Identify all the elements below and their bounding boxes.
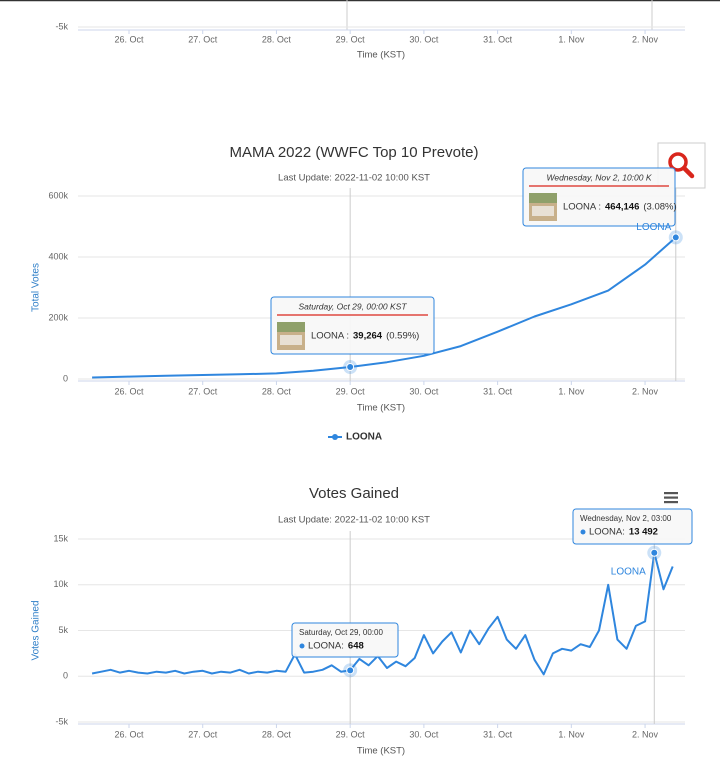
menu-bar[interactable]	[664, 496, 678, 499]
y-tick-label: 600k	[48, 190, 68, 200]
tooltip-value: 464,146	[605, 202, 639, 213]
x-tick-label: 1. Nov	[558, 729, 585, 739]
point-label: LOONA	[611, 566, 646, 577]
avatar-detail	[529, 193, 557, 203]
highlight-point	[671, 233, 680, 242]
x-tick-label: 27. Oct	[188, 386, 218, 396]
zoom-icon[interactable]	[668, 152, 688, 172]
chart-title: Votes Gained	[309, 485, 399, 502]
tooltip-value: 648	[348, 641, 364, 652]
x-axis-title: Time (KST)	[357, 746, 405, 757]
tooltip-bullet	[580, 529, 586, 535]
tooltip-share: (0.59%)	[386, 331, 419, 342]
highlight-point	[346, 363, 355, 372]
y-tick-label: 0	[63, 671, 68, 681]
menu-bar[interactable]	[664, 501, 678, 504]
tooltip-bullet	[299, 643, 305, 649]
y-tick-label: 15k	[53, 533, 68, 543]
x-tick-label: 2. Nov	[632, 34, 659, 44]
x-tick-label: 28. Oct	[262, 729, 292, 739]
x-tick-label: 30. Oct	[409, 386, 439, 396]
tooltip-label: LOONA:	[589, 527, 625, 538]
tooltip-header: Saturday, Oct 29, 00:00	[299, 628, 383, 637]
menu-bar[interactable]	[664, 492, 678, 495]
x-tick-label: 2. Nov	[632, 729, 659, 739]
x-tick-label: 30. Oct	[409, 34, 439, 44]
tooltip-value: 13 492	[629, 527, 658, 538]
tooltip-header: Wednesday, Nov 2, 10:00 K	[546, 172, 651, 182]
tooltip-header: Saturday, Oct 29, 00:00 KST	[298, 301, 407, 311]
x-tick-label: 2. Nov	[632, 386, 659, 396]
tooltip-box	[522, 167, 676, 227]
y-tick-label: 400k	[48, 251, 68, 261]
tooltip-header: Wednesday, Nov 2, 03:00	[580, 514, 672, 523]
tooltip-value: 39,264	[353, 331, 383, 342]
x-tick-label: 27. Oct	[188, 729, 218, 739]
x-tick-label: 31. Oct	[483, 34, 513, 44]
x-axis-title: Time (KST)	[357, 403, 405, 414]
x-tick-label: 1. Nov	[558, 34, 585, 44]
avatar-detail	[277, 322, 305, 332]
x-tick-label: 28. Oct	[262, 386, 292, 396]
x-tick-label: 26. Oct	[114, 34, 144, 44]
chart-subtitle: Last Update: 2022-11-02 10:00 KST	[278, 515, 430, 526]
chart-title: MAMA 2022 (WWFC Top 10 Prevote)	[230, 144, 479, 161]
tooltip-box	[270, 296, 435, 355]
x-tick-label: 1. Nov	[558, 386, 585, 396]
menu-button[interactable]	[664, 492, 678, 504]
legend-marker	[332, 434, 338, 440]
x-tick-label: 28. Oct	[262, 34, 292, 44]
tooltip-share: (3.08%)	[643, 202, 676, 213]
y-tick-label: -5k	[55, 716, 68, 726]
x-tick-label: 29. Oct	[336, 34, 366, 44]
point-label: LOONA	[636, 222, 671, 233]
chart-subtitle: Last Update: 2022-11-02 10:00 KST	[278, 173, 430, 184]
y-tick-label: 5k	[58, 625, 68, 635]
tooltip-label: LOONA :	[311, 331, 349, 342]
zoom-icon-handle[interactable]	[681, 165, 695, 179]
y-tick-label: 0	[63, 373, 68, 383]
legend-label: LOONA	[346, 432, 382, 443]
x-tick-label: 31. Oct	[483, 386, 513, 396]
tooltip-box	[291, 622, 399, 658]
y-axis-title: Votes Gained	[31, 600, 42, 660]
tooltip-box	[572, 508, 693, 545]
highlight-point	[346, 666, 355, 675]
y-tick-label: -5k	[55, 21, 68, 31]
x-tick-label: 30. Oct	[409, 729, 439, 739]
series-line	[92, 236, 677, 379]
x-axis-title: Time (KST)	[357, 50, 405, 61]
avatar-detail	[280, 335, 302, 345]
x-tick-label: 29. Oct	[336, 386, 366, 396]
x-tick-label: 27. Oct	[188, 34, 218, 44]
tooltip-label: LOONA:	[308, 641, 344, 652]
y-tick-label: 200k	[48, 312, 68, 322]
x-tick-label: 29. Oct	[336, 729, 366, 739]
x-tick-label: 26. Oct	[114, 729, 144, 739]
tooltip-label: LOONA :	[563, 202, 601, 213]
x-tick-label: 31. Oct	[483, 729, 513, 739]
highlight-point	[650, 548, 659, 557]
x-tick-label: 26. Oct	[114, 386, 144, 396]
y-axis-title: Total Votes	[31, 263, 42, 312]
series-line	[91, 551, 674, 676]
y-tick-label: 10k	[53, 579, 68, 589]
avatar-detail	[532, 206, 554, 216]
